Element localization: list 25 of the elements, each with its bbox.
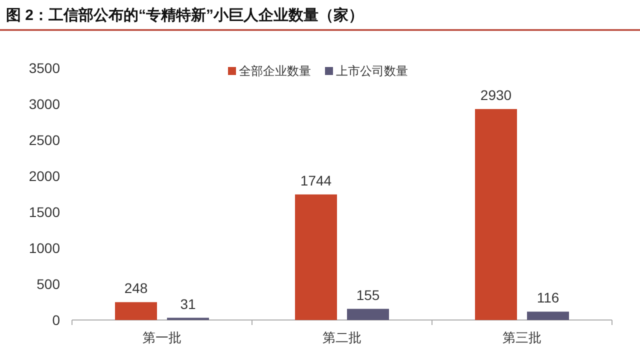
y-tick-label: 3000 [28,96,60,112]
y-tick-label: 0 [52,312,60,328]
y-tick-label: 3500 [28,60,60,76]
data-label: 116 [536,290,560,306]
x-tick-label: 第三批 [502,330,542,345]
y-tick-label: 1500 [28,204,60,220]
bar [115,302,157,320]
bar [347,308,389,320]
y-tick-label: 1000 [28,240,60,256]
data-label: 1744 [300,172,332,188]
bar [527,312,569,320]
y-tick-label: 2000 [28,168,60,184]
legend-label: 全部企业数量 [239,64,311,78]
bar [475,109,517,320]
data-label: 31 [180,296,196,312]
chart-title: 图 2：工信部公布的“专精特新”小巨人企业数量（家） [6,6,364,24]
y-tick-label: 2500 [28,132,60,148]
legend-label: 上市公司数量 [336,64,408,78]
data-label: 248 [124,280,148,296]
bar [295,194,337,320]
data-label: 155 [356,286,380,303]
x-tick-label: 第二批 [322,330,362,345]
y-tick-label: 500 [36,276,60,292]
x-tick-label: 第一批 [142,330,182,345]
data-label: 2930 [480,87,512,104]
